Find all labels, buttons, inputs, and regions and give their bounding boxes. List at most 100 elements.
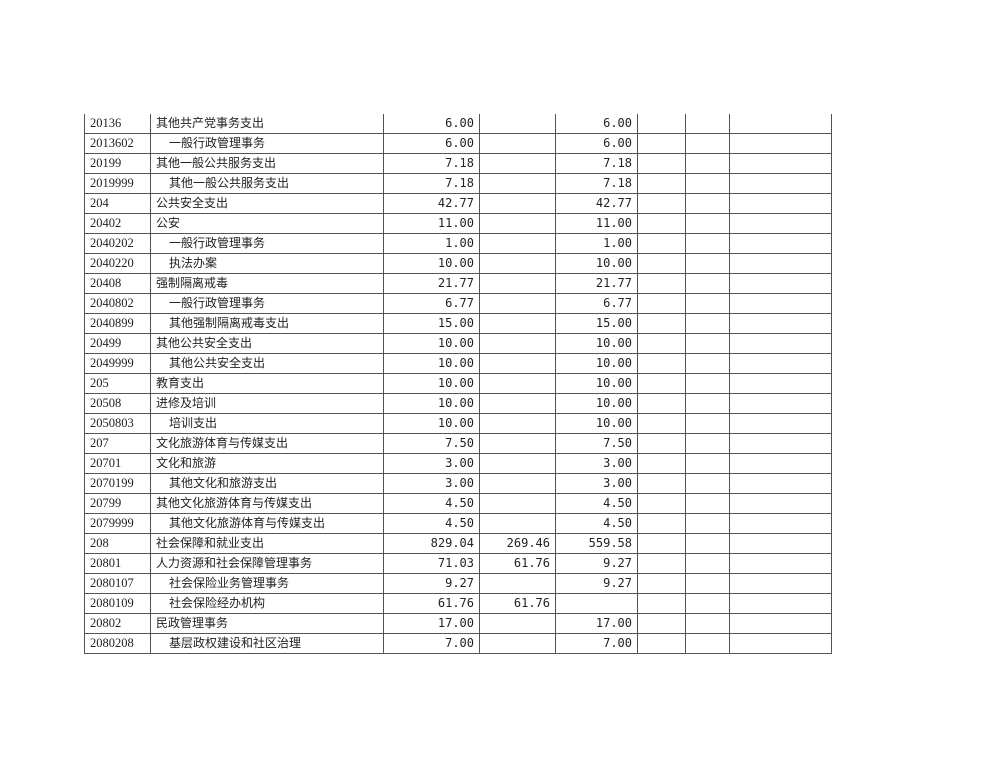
extra-cell-3 <box>729 213 832 234</box>
extra-cell-1 <box>637 393 686 414</box>
extra-cell-1 <box>637 553 686 574</box>
total-cell: 4.50 <box>383 513 480 534</box>
basic-cell <box>479 373 556 394</box>
basic-cell: 269.46 <box>479 533 556 554</box>
name-cell: 公安 <box>150 213 384 234</box>
table-row: 20499 其他公共安全支出 10.00 10.00 <box>84 333 832 354</box>
name-cell: 一般行政管理事务 <box>150 133 384 154</box>
extra-cell-2 <box>685 193 730 214</box>
extra-cell-2 <box>685 493 730 514</box>
project-cell: 10.00 <box>555 253 638 274</box>
table-row: 2040802 一般行政管理事务 6.77 6.77 <box>84 293 832 314</box>
project-cell: 559.58 <box>555 533 638 554</box>
basic-cell <box>479 433 556 454</box>
extra-cell-1 <box>637 633 686 654</box>
code-cell: 2040202 <box>84 233 151 254</box>
extra-cell-2 <box>685 633 730 654</box>
name-cell: 社会保险经办机构 <box>150 593 384 614</box>
project-cell: 10.00 <box>555 413 638 434</box>
extra-cell-3 <box>729 593 832 614</box>
basic-cell <box>479 153 556 174</box>
name-cell: 教育支出 <box>150 373 384 394</box>
extra-cell-1 <box>637 133 686 154</box>
table-row: 2080107 社会保险业务管理事务 9.27 9.27 <box>84 573 832 594</box>
name-cell: 其他文化旅游体育与传媒支出 <box>150 513 384 534</box>
name-cell: 文化和旅游 <box>150 453 384 474</box>
total-cell: 9.27 <box>383 573 480 594</box>
code-cell: 20199 <box>84 153 151 174</box>
table-row: 205 教育支出 10.00 10.00 <box>84 373 832 394</box>
total-cell: 10.00 <box>383 253 480 274</box>
total-cell: 829.04 <box>383 533 480 554</box>
project-cell: 4.50 <box>555 513 638 534</box>
extra-cell-3 <box>729 453 832 474</box>
name-cell: 一般行政管理事务 <box>150 233 384 254</box>
extra-cell-3 <box>729 373 832 394</box>
extra-cell-2 <box>685 453 730 474</box>
extra-cell-2 <box>685 153 730 174</box>
extra-cell-2 <box>685 233 730 254</box>
extra-cell-3 <box>729 313 832 334</box>
extra-cell-3 <box>729 133 832 154</box>
code-cell: 2040220 <box>84 253 151 274</box>
name-cell: 基层政权建设和社区治理 <box>150 633 384 654</box>
table-row: 20799 其他文化旅游体育与传媒支出 4.50 4.50 <box>84 493 832 514</box>
extra-cell-1 <box>637 413 686 434</box>
table-row: 2070199 其他文化和旅游支出 3.00 3.00 <box>84 473 832 494</box>
total-cell: 7.18 <box>383 153 480 174</box>
code-cell: 20136 <box>84 114 151 134</box>
table-row: 2079999 其他文化旅游体育与传媒支出 4.50 4.50 <box>84 513 832 534</box>
total-cell: 42.77 <box>383 193 480 214</box>
name-cell: 强制隔离戒毒 <box>150 273 384 294</box>
extra-cell-1 <box>637 533 686 554</box>
code-cell: 2049999 <box>84 353 151 374</box>
basic-cell <box>479 333 556 354</box>
project-cell: 6.00 <box>555 133 638 154</box>
extra-cell-1 <box>637 593 686 614</box>
project-cell: 7.50 <box>555 433 638 454</box>
basic-cell <box>479 473 556 494</box>
name-cell: 其他文化和旅游支出 <box>150 473 384 494</box>
table-row: 2040899 其他强制隔离戒毒支出 15.00 15.00 <box>84 313 832 334</box>
name-cell: 其他一般公共服务支出 <box>150 173 384 194</box>
table-row: 20408 强制隔离戒毒 21.77 21.77 <box>84 273 832 294</box>
table-row: 2040202 一般行政管理事务 1.00 1.00 <box>84 233 832 254</box>
project-cell: 1.00 <box>555 233 638 254</box>
basic-cell: 61.76 <box>479 553 556 574</box>
basic-cell <box>479 393 556 414</box>
code-cell: 20799 <box>84 493 151 514</box>
project-cell <box>555 593 638 614</box>
project-cell: 7.18 <box>555 173 638 194</box>
extra-cell-2 <box>685 373 730 394</box>
name-cell: 执法办案 <box>150 253 384 274</box>
extra-cell-1 <box>637 173 686 194</box>
name-cell: 其他公共安全支出 <box>150 353 384 374</box>
basic-cell <box>479 353 556 374</box>
extra-cell-1 <box>637 333 686 354</box>
extra-cell-1 <box>637 153 686 174</box>
extra-cell-1 <box>637 433 686 454</box>
extra-cell-2 <box>685 413 730 434</box>
name-cell: 其他文化旅游体育与传媒支出 <box>150 493 384 514</box>
extra-cell-1 <box>637 193 686 214</box>
total-cell: 10.00 <box>383 333 480 354</box>
extra-cell-3 <box>729 413 832 434</box>
name-cell: 其他共产党事务支出 <box>150 114 384 134</box>
project-cell: 15.00 <box>555 313 638 334</box>
total-cell: 10.00 <box>383 373 480 394</box>
extra-cell-1 <box>637 373 686 394</box>
total-cell: 6.00 <box>383 114 480 134</box>
total-cell: 4.50 <box>383 493 480 514</box>
extra-cell-3 <box>729 553 832 574</box>
extra-cell-3 <box>729 333 832 354</box>
extra-cell-3 <box>729 273 832 294</box>
total-cell: 15.00 <box>383 313 480 334</box>
table-row: 20701 文化和旅游 3.00 3.00 <box>84 453 832 474</box>
extra-cell-2 <box>685 433 730 454</box>
code-cell: 2040802 <box>84 293 151 314</box>
total-cell: 11.00 <box>383 213 480 234</box>
table-row: 2013602 一般行政管理事务 6.00 6.00 <box>84 133 832 154</box>
code-cell: 205 <box>84 373 151 394</box>
basic-cell <box>479 213 556 234</box>
extra-cell-1 <box>637 293 686 314</box>
